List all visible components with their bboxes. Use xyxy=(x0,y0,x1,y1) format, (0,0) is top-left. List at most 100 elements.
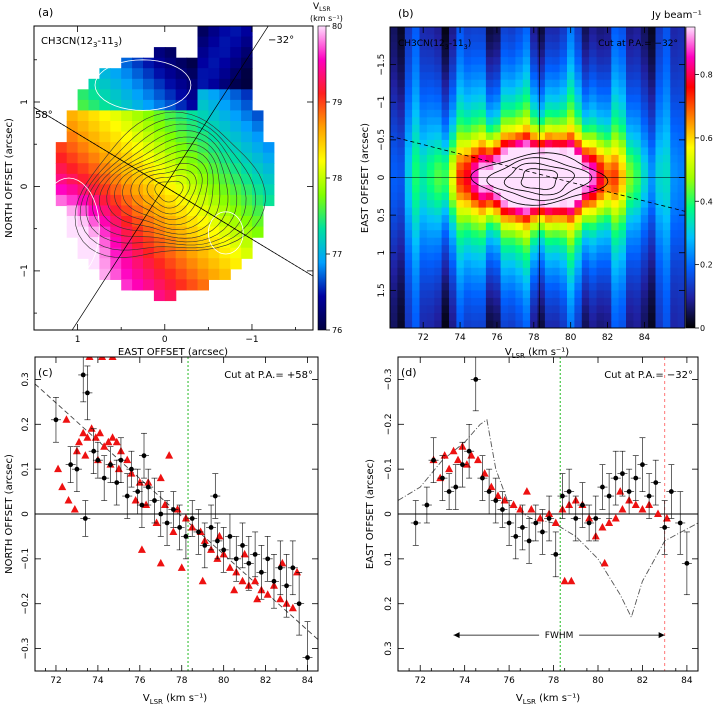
black-data-point xyxy=(662,525,668,530)
pv-cell xyxy=(596,57,605,66)
pv-cell xyxy=(655,215,664,224)
pv-cell xyxy=(544,139,553,149)
pv-cell xyxy=(537,252,546,261)
pv-cell xyxy=(397,94,406,103)
pv-cell xyxy=(419,267,428,276)
pv-cell xyxy=(537,109,546,118)
pv-cell xyxy=(537,57,546,66)
pv-cell xyxy=(537,87,546,96)
pv-cell xyxy=(397,275,406,284)
pv-cell xyxy=(419,64,428,73)
pv-cell xyxy=(662,124,671,133)
pv-cell xyxy=(603,230,612,239)
pv-cell xyxy=(574,147,583,156)
red-triangle-point xyxy=(638,505,647,513)
pv-cell xyxy=(655,79,664,88)
panel-b-contours xyxy=(390,27,685,328)
pv-cell xyxy=(449,139,457,149)
pv-cell xyxy=(574,132,583,141)
pv-cell xyxy=(515,94,524,103)
red-triangle-point xyxy=(100,442,109,450)
pv-cell xyxy=(493,162,502,171)
pv-cell xyxy=(537,200,546,209)
pv-cell xyxy=(449,267,457,276)
pv-cell xyxy=(596,34,605,43)
pv-cell xyxy=(412,162,421,171)
pv-cell xyxy=(640,154,649,164)
x-tick-label: 84 xyxy=(302,676,314,686)
pv-cell xyxy=(478,27,487,36)
x-tick-label: 74 xyxy=(454,333,466,343)
pv-cell xyxy=(544,117,553,126)
pv-cell xyxy=(633,79,642,88)
pv-cell xyxy=(626,305,634,314)
pv-cell xyxy=(662,200,671,209)
pv-cell xyxy=(456,305,465,314)
pv-cell xyxy=(493,290,502,299)
panel-c-ticks: 72 74 76 78 80 82 840.30.20.10−0.1−0.2−0.3 xyxy=(21,357,319,686)
velocity-cell xyxy=(121,258,133,270)
black-data-point xyxy=(653,480,659,485)
pv-cell xyxy=(574,109,583,118)
pv-cell xyxy=(544,297,553,307)
pv-cell xyxy=(463,72,472,81)
red-triangle-point xyxy=(522,487,531,495)
black-data-point xyxy=(189,516,195,521)
pv-cell xyxy=(537,42,546,51)
pv-cell xyxy=(655,192,664,201)
pv-cell xyxy=(640,237,649,246)
pv-cell xyxy=(670,290,679,299)
black-data-point xyxy=(265,556,271,562)
pv-cell xyxy=(567,282,575,292)
pv-cell xyxy=(397,102,406,111)
pv-cell xyxy=(463,57,472,66)
red-triangle-point xyxy=(95,428,104,437)
velocity-cell xyxy=(153,47,166,59)
pv-cell xyxy=(537,275,546,284)
pv-cell xyxy=(471,57,480,66)
pv-cell xyxy=(419,275,428,284)
pv-cell xyxy=(426,230,435,239)
pv-cell xyxy=(567,79,575,88)
pv-cell xyxy=(419,124,428,133)
black-data-point xyxy=(135,489,141,494)
pv-cell xyxy=(463,252,472,261)
pv-cell xyxy=(412,139,421,149)
pv-cell xyxy=(522,313,531,322)
pv-cell xyxy=(603,267,612,276)
pv-cell xyxy=(434,297,443,307)
pv-cell xyxy=(655,87,664,96)
velocity-cell xyxy=(197,152,209,164)
pv-cell xyxy=(611,230,620,239)
pv-cell xyxy=(522,102,531,111)
pv-cell xyxy=(559,132,568,141)
velocity-cell xyxy=(241,131,253,143)
pv-cell xyxy=(581,313,590,322)
panel-b: 72 74 76 78 80 82 84−1.5−1−0.500.511.5 (b) CH3… xyxy=(360,7,713,360)
pv-cell xyxy=(463,64,472,73)
pv-cell xyxy=(596,207,605,216)
pv-cell xyxy=(404,87,413,96)
pv-cell xyxy=(618,275,627,284)
pv-cell xyxy=(449,297,457,307)
velocity-cell xyxy=(77,216,90,228)
red-triangle-point xyxy=(276,594,285,603)
colorbar-tick-label: 77 xyxy=(332,250,342,259)
pv-cell xyxy=(589,94,598,103)
pv-cell xyxy=(404,275,413,284)
pv-cell xyxy=(478,87,487,96)
velocity-cell xyxy=(88,89,100,101)
pv-cell xyxy=(618,49,627,58)
pv-cell xyxy=(404,177,413,186)
pv-cell xyxy=(655,305,664,314)
pv-cell xyxy=(478,260,487,269)
velocity-cell xyxy=(241,99,253,112)
pv-cell xyxy=(426,237,435,246)
velocity-cell xyxy=(164,258,177,270)
velocity-contour xyxy=(207,211,244,255)
pv-cell xyxy=(471,72,480,81)
pv-cell xyxy=(559,79,568,88)
y-tick-label: −1.5 xyxy=(377,54,387,76)
pv-cell xyxy=(670,170,679,179)
pv-cell xyxy=(500,147,509,156)
